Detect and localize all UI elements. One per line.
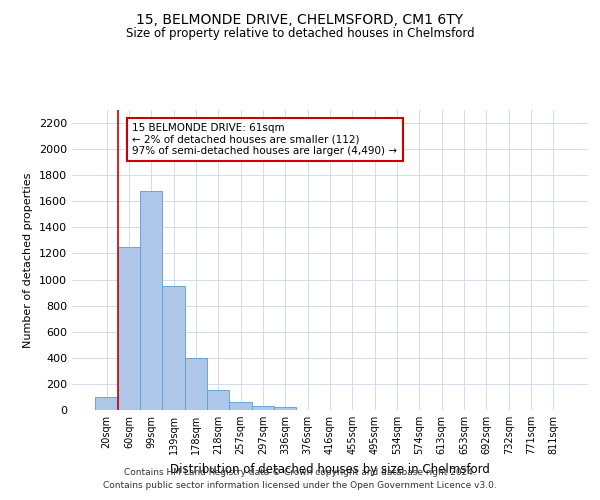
X-axis label: Distribution of detached houses by size in Chelmsford: Distribution of detached houses by size …	[170, 462, 490, 475]
Text: 15, BELMONDE DRIVE, CHELMSFORD, CM1 6TY: 15, BELMONDE DRIVE, CHELMSFORD, CM1 6TY	[136, 12, 464, 26]
Bar	[229, 402, 252, 410]
Text: 15 BELMONDE DRIVE: 61sqm
← 2% of detached houses are smaller (112)
97% of semi-d: 15 BELMONDE DRIVE: 61sqm ← 2% of detache…	[133, 123, 397, 156]
Y-axis label: Number of detached properties: Number of detached properties	[23, 172, 34, 348]
Bar	[140, 191, 163, 410]
Bar	[207, 390, 229, 410]
Bar	[185, 358, 207, 410]
Bar	[274, 408, 296, 410]
Bar	[252, 406, 274, 410]
Text: Contains HM Land Registry data © Crown copyright and database right 2024.: Contains HM Land Registry data © Crown c…	[124, 468, 476, 477]
Bar	[163, 286, 185, 410]
Bar	[95, 397, 118, 410]
Text: Size of property relative to detached houses in Chelmsford: Size of property relative to detached ho…	[125, 28, 475, 40]
Bar	[118, 247, 140, 410]
Text: Contains public sector information licensed under the Open Government Licence v3: Contains public sector information licen…	[103, 480, 497, 490]
